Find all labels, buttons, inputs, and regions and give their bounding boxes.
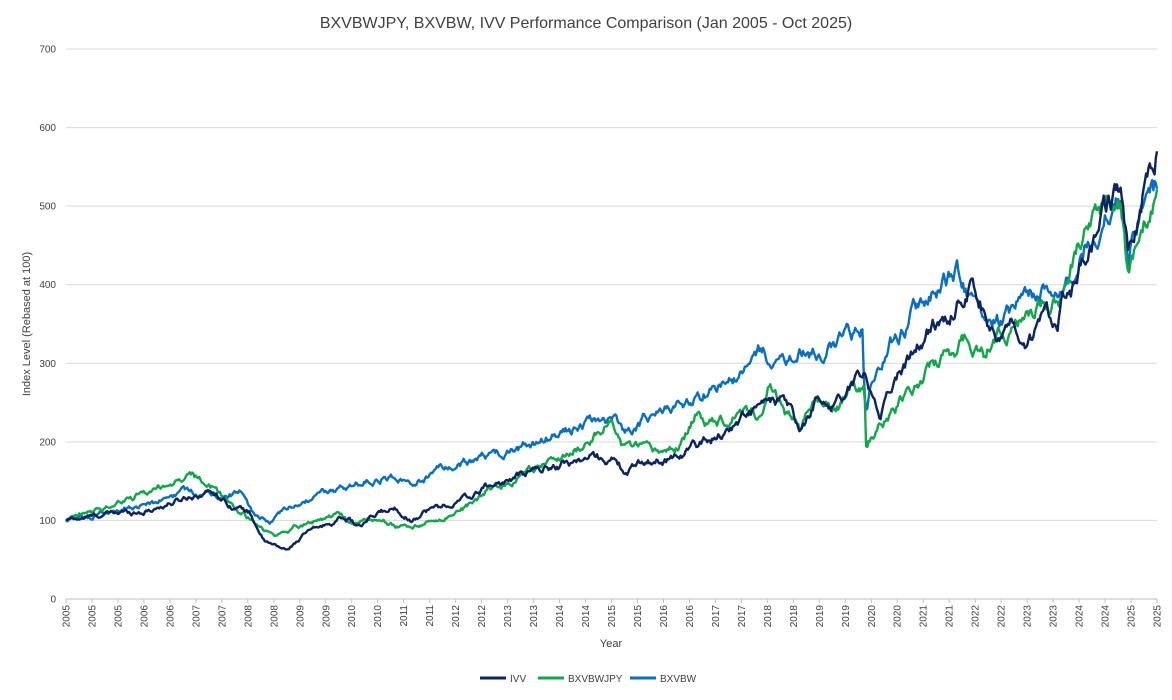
- x-tick-label: 2014: [581, 605, 592, 628]
- x-tick-label: 2011: [399, 605, 410, 627]
- series-line-bxvbw: [65, 178, 1159, 525]
- series-lines: [65, 151, 1159, 551]
- gridlines: [66, 48, 1157, 600]
- x-tick-label: 2016: [659, 605, 670, 628]
- x-tick-label: 2007: [191, 605, 202, 628]
- x-tick-label: 2023: [1023, 605, 1034, 628]
- x-tick-label: 2018: [789, 605, 800, 628]
- x-tick-label: 2016: [685, 605, 696, 628]
- x-tick-label: 2013: [529, 605, 540, 628]
- x-tick-label: 2014: [555, 605, 566, 628]
- x-tick-label: 2020: [893, 605, 904, 628]
- x-tick-label: 2021: [919, 605, 930, 628]
- x-tick-label: 2021: [945, 605, 956, 628]
- x-tick-label: 2015: [633, 605, 644, 628]
- legend-label-bxvbwjpy: BXVBWJPY: [568, 674, 623, 685]
- y-tick-label: 200: [39, 437, 56, 448]
- x-tick-label: 2005: [62, 605, 73, 628]
- x-tick-label: 2017: [737, 605, 748, 628]
- legend-label-ivv: IVV: [510, 674, 526, 685]
- y-tick-label: 100: [39, 516, 56, 527]
- y-tick-label: 700: [39, 45, 56, 56]
- x-tick-label: 2005: [87, 605, 98, 628]
- x-tick-label: 2008: [243, 605, 254, 628]
- x-tick-label: 2025: [1127, 605, 1138, 628]
- x-axis-title: Year: [600, 638, 623, 650]
- y-tick-label: 300: [39, 359, 56, 370]
- x-tick-label: 2012: [477, 605, 488, 628]
- y-tick-label: 0: [50, 595, 56, 606]
- x-tick-label: 2022: [971, 605, 982, 628]
- x-tick-label: 2020: [867, 605, 878, 628]
- x-tick-label: 2011: [425, 605, 436, 627]
- y-tick-label: 600: [39, 123, 56, 134]
- x-tick-label: 2015: [607, 605, 618, 628]
- x-tick-label: 2018: [763, 605, 774, 628]
- x-tick-label: 2005: [113, 605, 124, 628]
- x-tick-label: 2010: [373, 605, 384, 628]
- x-tick-label: 2019: [841, 605, 852, 628]
- chart-title: BXVBWJPY, BXVBW, IVV Performance Compari…: [320, 15, 852, 32]
- x-tick-label: 2022: [997, 605, 1008, 628]
- x-tick-label: 2007: [217, 605, 228, 628]
- x-tick-label: 2009: [321, 605, 332, 628]
- series-line-ivv: [65, 151, 1159, 551]
- x-tick-label: 2006: [165, 605, 176, 628]
- x-tick-label: 2009: [295, 605, 306, 628]
- legend: IVV BXVBWJPY BXVBW: [480, 674, 697, 685]
- x-tick-label: 2024: [1075, 605, 1086, 628]
- x-tick-label: 2019: [815, 605, 826, 628]
- y-axis-title: Index Level (Rebased at 100): [21, 252, 33, 396]
- legend-label-bxvbw: BXVBW: [660, 674, 697, 685]
- y-tick-label: 400: [39, 280, 56, 291]
- axes: 0 100 200 300 400 500 600 700 2005 2005 2005 2006 20…: [39, 45, 1163, 628]
- series-line-bxvbwjpy: [65, 189, 1159, 538]
- x-tick-label: 2013: [503, 605, 514, 628]
- x-tick-label: 2012: [451, 605, 462, 628]
- x-tick-label: 2006: [139, 605, 150, 628]
- y-tick-label: 500: [39, 202, 56, 213]
- x-tick-label: 2017: [711, 605, 722, 628]
- x-tick-label: 2023: [1049, 605, 1060, 628]
- x-tick-label: 2010: [347, 605, 358, 628]
- x-tick-label: 2008: [269, 605, 280, 628]
- x-tick-label: 2025: [1153, 605, 1164, 628]
- x-tick-label: 2024: [1101, 605, 1112, 628]
